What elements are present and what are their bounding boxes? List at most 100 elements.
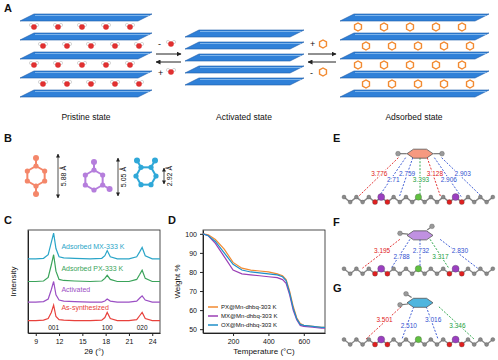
atom xyxy=(404,267,408,271)
water-o xyxy=(55,62,61,68)
atom xyxy=(404,291,409,296)
tick-label: 600 xyxy=(298,338,310,345)
tick: 90 xyxy=(189,250,203,257)
tick-label: 400 xyxy=(263,338,275,345)
xylene-icon xyxy=(441,42,448,50)
panel-label: F xyxy=(333,216,340,228)
atom xyxy=(404,338,408,342)
layer xyxy=(20,90,152,97)
xylene-icon xyxy=(381,61,388,69)
panel-label: A xyxy=(4,2,12,14)
atom xyxy=(485,343,489,347)
atom xyxy=(42,178,47,183)
atom xyxy=(472,200,476,204)
atom xyxy=(398,343,402,347)
tick-mark xyxy=(106,333,107,336)
tick-label: 15 xyxy=(79,338,87,345)
atom xyxy=(392,195,396,199)
tick: 15 xyxy=(79,333,87,345)
tick-label: 200 xyxy=(228,338,240,345)
atom xyxy=(361,272,365,276)
atom xyxy=(447,342,452,347)
arrow xyxy=(156,54,181,55)
panel-label: D xyxy=(168,214,176,226)
atom xyxy=(342,267,346,271)
dimension-arrow xyxy=(118,158,119,196)
layer-highlight xyxy=(35,91,149,92)
tick-label: 9 xyxy=(34,338,38,345)
tick-label: 12 xyxy=(56,338,64,345)
layer-highlight xyxy=(35,34,149,35)
distance-label: 2.510 xyxy=(401,322,418,329)
atom xyxy=(491,195,495,199)
peak-label: 001 xyxy=(48,324,59,331)
atom xyxy=(148,165,153,170)
atom xyxy=(367,267,371,271)
tick-label: 100 xyxy=(185,231,197,238)
series-label: Adsorbed PX-333 K xyxy=(61,265,123,272)
arrow-sign: - xyxy=(310,68,313,78)
tick: 50 xyxy=(189,326,203,333)
xylene-icon xyxy=(407,61,414,69)
water-o xyxy=(40,81,46,87)
distance-label: 3.317 xyxy=(432,253,449,260)
atom xyxy=(354,338,358,342)
atom xyxy=(466,195,470,199)
atom xyxy=(472,272,476,276)
atom xyxy=(410,272,414,276)
state-label: Adsorbed state xyxy=(385,112,442,122)
distance-line xyxy=(442,158,482,197)
atom xyxy=(367,338,371,342)
state-label: Activated state xyxy=(216,112,272,122)
layer-highlight xyxy=(35,53,149,54)
atom xyxy=(138,165,143,170)
atom xyxy=(133,173,138,178)
distance-label: 3.501 xyxy=(376,316,393,323)
water-o xyxy=(127,62,133,68)
water-o xyxy=(88,43,94,49)
atom xyxy=(385,271,390,276)
water-o xyxy=(79,24,85,30)
xylene-icon xyxy=(363,80,370,88)
tick: 24 xyxy=(149,333,157,345)
legend-swatch xyxy=(208,306,218,308)
tick-label: 60 xyxy=(189,307,197,314)
tick-label: 24 xyxy=(149,338,157,345)
series-line xyxy=(28,305,160,320)
series-line xyxy=(28,233,160,259)
water-o xyxy=(136,81,142,87)
tick-mark xyxy=(59,333,60,336)
water-o xyxy=(88,81,94,87)
y-axis-title: Intensity xyxy=(9,267,18,297)
panel-label: E xyxy=(333,132,340,144)
atom xyxy=(83,172,88,177)
tick-mark xyxy=(200,329,203,330)
y-axis: 5060708090100 xyxy=(185,231,203,334)
xylene-icon xyxy=(381,23,388,31)
distance-line xyxy=(440,239,477,268)
axis-line xyxy=(29,333,161,334)
tick: 9 xyxy=(34,333,38,345)
layer-highlight xyxy=(200,55,301,56)
distance-label: 2.732 xyxy=(413,247,430,254)
atom xyxy=(33,155,39,161)
panel-a: Pristine stateActivated stateAdsorbed st… xyxy=(20,14,489,122)
layer-highlight xyxy=(35,72,149,73)
arrow xyxy=(308,54,336,55)
atom xyxy=(373,271,378,276)
panel-label: C xyxy=(4,214,12,226)
atom xyxy=(354,195,358,199)
atom xyxy=(107,186,113,192)
dimension-label: 5.88 Å xyxy=(59,166,67,187)
arrow-sign: + xyxy=(310,39,315,49)
atom xyxy=(348,272,352,276)
water-o xyxy=(55,24,61,30)
layer xyxy=(185,30,304,37)
tick-label: 21 xyxy=(126,338,134,345)
atom xyxy=(435,200,439,204)
atom xyxy=(404,195,408,199)
tick-label: 50 xyxy=(189,326,197,333)
xylene-icon xyxy=(389,80,396,88)
xylene-icon xyxy=(389,42,396,50)
atom xyxy=(42,168,47,173)
